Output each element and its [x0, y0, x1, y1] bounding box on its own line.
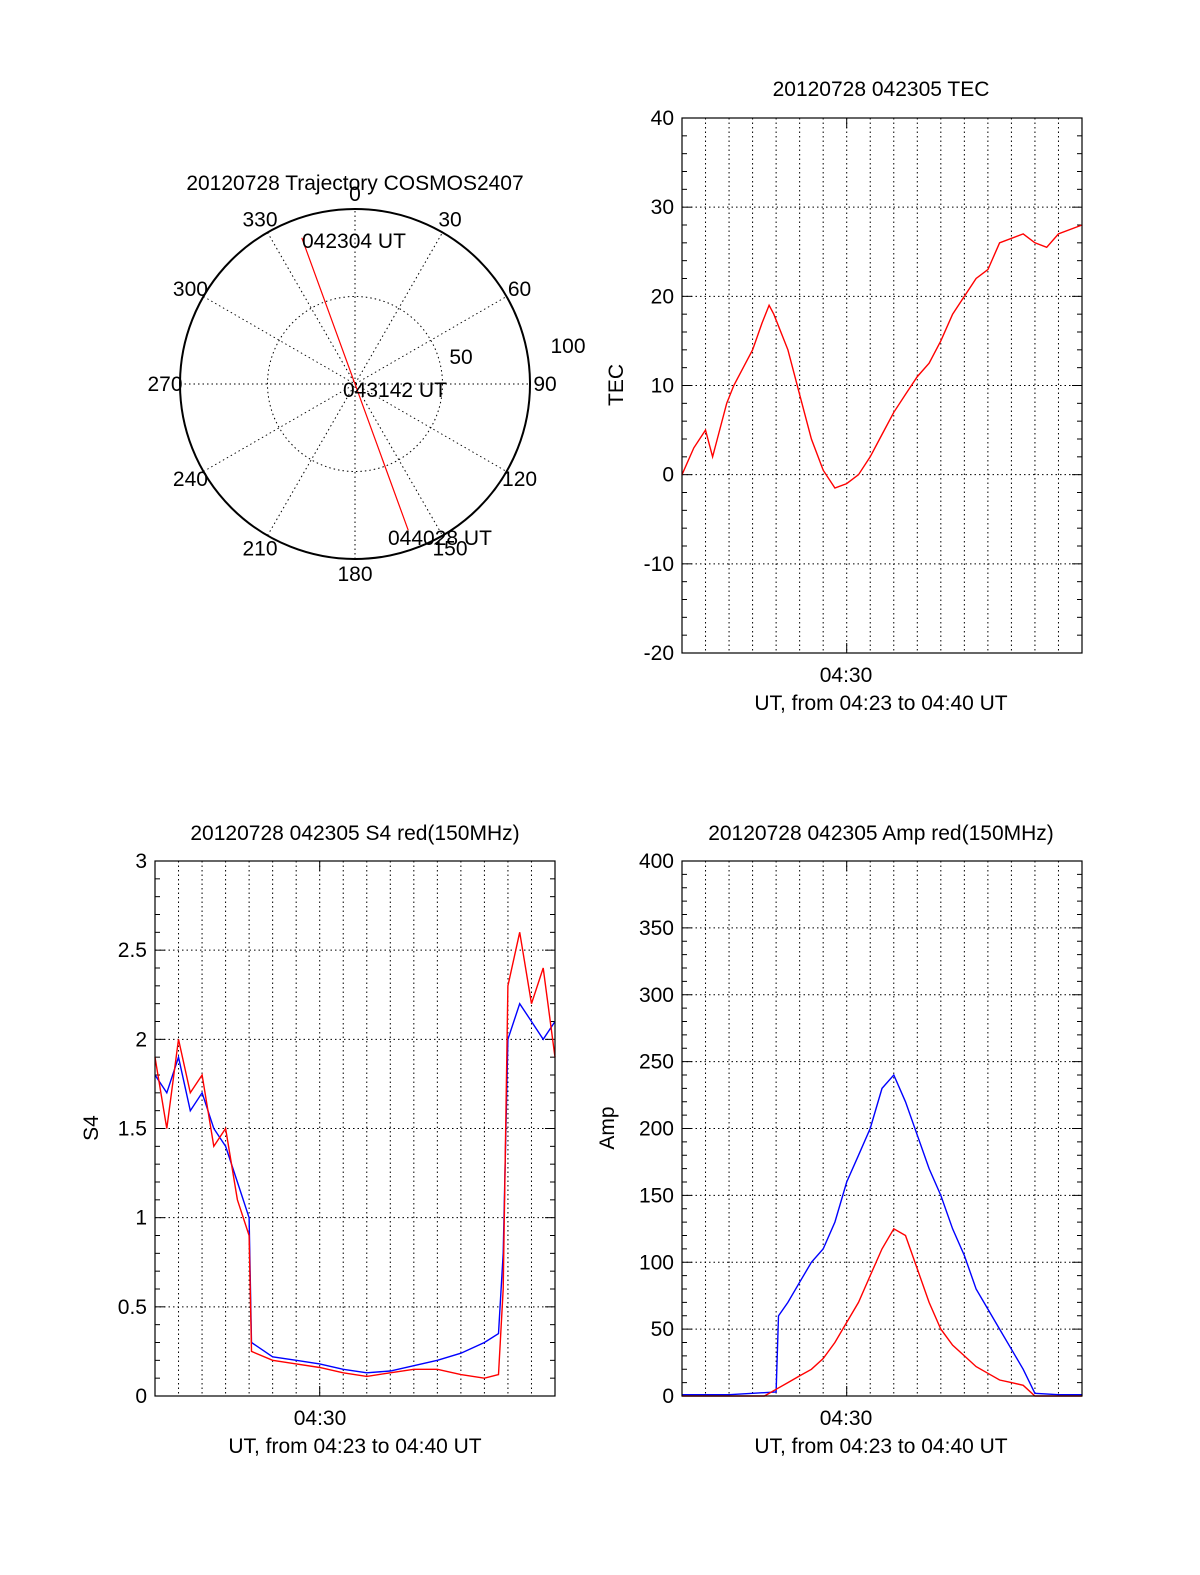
polar-azimuth-label: 30: [438, 208, 461, 231]
amp-plot-frame: [681, 860, 1083, 1397]
amp-grid: [682, 861, 1082, 1396]
polar-grid: [179, 208, 531, 560]
amp-y-tick-labels: 0 50 100 150 200 250 300 350 400: [639, 850, 674, 1408]
s4-y-tick-label: 1.5: [118, 1118, 147, 1141]
s4-x-tick-label: 04:30: [294, 1407, 347, 1430]
amp-y-tick-label: 150: [639, 1184, 674, 1207]
tec-series-red-line: [681, 224, 1083, 489]
s4-series-red-line: [154, 932, 556, 1379]
trajectory-end-label: 044028 UT: [388, 527, 492, 550]
polar-ring-label-100: 100: [550, 335, 585, 358]
amp-chart: 20120728 042305 Amp red(150MHz) 0 50 100 15…: [596, 822, 1083, 1458]
s4-series-blue-line: [154, 1002, 556, 1374]
amp-series-blue-line: [682, 1073, 1082, 1396]
s4-chart: 20120728 042305 S4 red(150MHz) 0 0.5 1 1.5 2…: [80, 822, 556, 1458]
polar-azimuth-label: 330: [242, 208, 277, 231]
amp-y-tick-label: 300: [639, 984, 674, 1007]
tec-plot-frame: [681, 117, 1083, 654]
tec-series: [681, 224, 1083, 489]
s4-grid: [155, 861, 555, 1396]
tec-y-axis-label: TEC: [605, 364, 628, 406]
tec-y-tick-label: 20: [651, 285, 674, 308]
trajectory-start-label: 042304 UT: [302, 230, 406, 253]
amp-y-tick-label: 50: [651, 1318, 674, 1341]
tec-y-tick-label: 30: [651, 196, 674, 219]
s4-y-tick-label: 0: [135, 1385, 147, 1408]
trajectory-line: [301, 237, 409, 531]
amp-title: 20120728 042305 Amp red(150MHz): [708, 822, 1054, 845]
amp-y-tick-label: 0: [662, 1385, 674, 1408]
tec-title: 20120728 042305 TEC: [773, 78, 990, 101]
polar-azimuth-label: 180: [337, 563, 372, 586]
amp-y-tick-label: 350: [639, 917, 674, 940]
amp-series: [682, 1073, 1082, 1397]
tec-y-tick-labels: -20 -10 0 10 20 30 40: [644, 107, 674, 665]
amp-series-red-line: [682, 1227, 1082, 1397]
polar-azimuth-label: 0: [349, 183, 361, 206]
s4-y-tick-label: 2: [135, 1028, 147, 1051]
tec-y-tick-label: 10: [651, 375, 674, 398]
amp-y-tick-label: 100: [639, 1251, 674, 1274]
s4-y-tick-label: 3: [135, 850, 147, 873]
polar-azimuth-label: 270: [147, 373, 182, 396]
polar-azimuth-label: 240: [173, 468, 208, 491]
polar-azimuth-label: 60: [508, 278, 531, 301]
s4-y-tick-label: 2.5: [118, 939, 147, 962]
amp-x-axis-label: UT, from 04:23 to 04:40 UT: [754, 1435, 1007, 1458]
tec-chart: 20120728 042305 TEC -20 -10 0 10 20 30 40 04:3…: [605, 78, 1083, 715]
s4-y-tick-label: 1: [135, 1207, 147, 1230]
polar-ring-label-50: 50: [449, 346, 472, 369]
amp-y-tick-label: 400: [639, 850, 674, 873]
polar-azimuth-label: 300: [173, 278, 208, 301]
amp-ticks: [682, 860, 1082, 1397]
tec-x-tick-label: 04:30: [820, 664, 873, 687]
trajectory-mid-label: 043142 UT: [343, 379, 447, 402]
tec-y-tick-label: 40: [651, 107, 674, 130]
s4-series: [154, 932, 556, 1379]
polar-azimuth-label: 150: [432, 538, 467, 561]
amp-y-axis-label: Amp: [596, 1106, 619, 1149]
s4-plot-frame: [154, 860, 556, 1397]
s4-y-tick-label: 0.5: [118, 1296, 147, 1319]
s4-x-axis-label: UT, from 04:23 to 04:40 UT: [228, 1435, 481, 1458]
amp-y-tick-label: 200: [639, 1118, 674, 1141]
tec-y-tick-label: 0: [662, 464, 674, 487]
tec-grid: [682, 118, 1082, 653]
polar-azimuth-labels: 0 30 60 90 120 150 180 210 240 270 300 330: [147, 183, 556, 586]
amp-y-tick-label: 250: [639, 1051, 674, 1074]
tec-y-tick-label: -20: [644, 642, 674, 665]
amp-x-tick-label: 04:30: [820, 1407, 873, 1430]
polar-title: 20120728 Trajectory COSMOS2407: [186, 172, 523, 195]
tec-y-tick-label: -10: [644, 553, 674, 576]
polar-azimuth-label: 210: [242, 538, 277, 561]
s4-title: 20120728 042305 S4 red(150MHz): [190, 822, 519, 845]
polar-trajectory-plot: 20120728 Trajectory COSMOS2407 0 30 60 90 12…: [147, 172, 585, 586]
polar-azimuth-label: 120: [502, 468, 537, 491]
polar-azimuth-label: 90: [533, 373, 556, 396]
tec-x-axis-label: UT, from 04:23 to 04:40 UT: [754, 692, 1007, 715]
s4-y-tick-labels: 0 0.5 1 1.5 2 2.5 3: [118, 850, 147, 1408]
s4-y-axis-label: S4: [80, 1115, 103, 1141]
